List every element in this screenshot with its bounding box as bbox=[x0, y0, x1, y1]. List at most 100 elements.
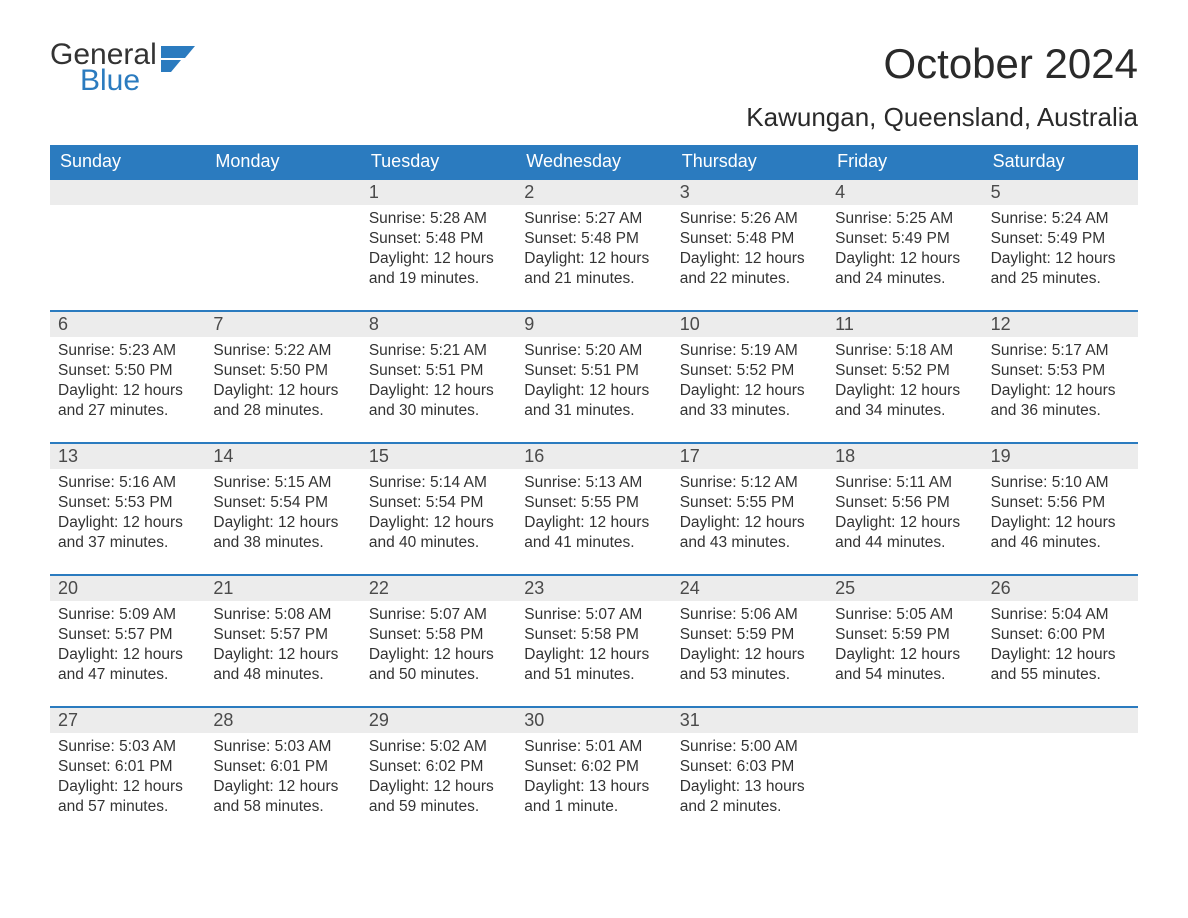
day-cell: 20Sunrise: 5:09 AMSunset: 5:57 PMDayligh… bbox=[50, 576, 205, 686]
day-d1: Daylight: 12 hours bbox=[58, 381, 197, 401]
day-number: 10 bbox=[672, 312, 827, 337]
day-d2: and 31 minutes. bbox=[524, 401, 663, 421]
day-d1: Daylight: 12 hours bbox=[524, 645, 663, 665]
day-d1: Daylight: 12 hours bbox=[524, 381, 663, 401]
day-sunset: Sunset: 5:59 PM bbox=[680, 625, 819, 645]
day-sunset: Sunset: 5:54 PM bbox=[213, 493, 352, 513]
day-info: Sunrise: 5:23 AMSunset: 5:50 PMDaylight:… bbox=[50, 337, 205, 422]
day-info: Sunrise: 5:05 AMSunset: 5:59 PMDaylight:… bbox=[827, 601, 982, 686]
weekday-header: Friday bbox=[827, 145, 982, 178]
day-number: 12 bbox=[983, 312, 1138, 337]
day-cell: 2Sunrise: 5:27 AMSunset: 5:48 PMDaylight… bbox=[516, 180, 671, 290]
day-d2: and 41 minutes. bbox=[524, 533, 663, 553]
day-d1: Daylight: 12 hours bbox=[213, 381, 352, 401]
day-sunset: Sunset: 5:51 PM bbox=[524, 361, 663, 381]
day-d1: Daylight: 12 hours bbox=[680, 381, 819, 401]
day-number: 4 bbox=[827, 180, 982, 205]
day-d2: and 1 minute. bbox=[524, 797, 663, 817]
day-sunrise: Sunrise: 5:01 AM bbox=[524, 737, 663, 757]
day-sunset: Sunset: 5:57 PM bbox=[58, 625, 197, 645]
day-sunset: Sunset: 5:58 PM bbox=[369, 625, 508, 645]
day-sunrise: Sunrise: 5:13 AM bbox=[524, 473, 663, 493]
day-d2: and 22 minutes. bbox=[680, 269, 819, 289]
day-d1: Daylight: 12 hours bbox=[991, 249, 1130, 269]
day-info: Sunrise: 5:14 AMSunset: 5:54 PMDaylight:… bbox=[361, 469, 516, 554]
day-d2: and 54 minutes. bbox=[835, 665, 974, 685]
day-d2: and 55 minutes. bbox=[991, 665, 1130, 685]
day-number: 26 bbox=[983, 576, 1138, 601]
day-sunrise: Sunrise: 5:07 AM bbox=[369, 605, 508, 625]
day-cell bbox=[827, 708, 982, 818]
day-cell: 17Sunrise: 5:12 AMSunset: 5:55 PMDayligh… bbox=[672, 444, 827, 554]
day-d2: and 57 minutes. bbox=[58, 797, 197, 817]
day-number: 16 bbox=[516, 444, 671, 469]
day-info: Sunrise: 5:13 AMSunset: 5:55 PMDaylight:… bbox=[516, 469, 671, 554]
day-cell: 3Sunrise: 5:26 AMSunset: 5:48 PMDaylight… bbox=[672, 180, 827, 290]
week-row: 27Sunrise: 5:03 AMSunset: 6:01 PMDayligh… bbox=[50, 706, 1138, 818]
day-number: 13 bbox=[50, 444, 205, 469]
day-cell: 26Sunrise: 5:04 AMSunset: 6:00 PMDayligh… bbox=[983, 576, 1138, 686]
day-d1: Daylight: 12 hours bbox=[835, 513, 974, 533]
day-cell: 10Sunrise: 5:19 AMSunset: 5:52 PMDayligh… bbox=[672, 312, 827, 422]
weekday-header-row: SundayMondayTuesdayWednesdayThursdayFrid… bbox=[50, 145, 1138, 178]
day-sunset: Sunset: 5:55 PM bbox=[524, 493, 663, 513]
day-sunrise: Sunrise: 5:16 AM bbox=[58, 473, 197, 493]
day-sunset: Sunset: 5:52 PM bbox=[680, 361, 819, 381]
day-cell: 31Sunrise: 5:00 AMSunset: 6:03 PMDayligh… bbox=[672, 708, 827, 818]
day-sunrise: Sunrise: 5:00 AM bbox=[680, 737, 819, 757]
day-d2: and 50 minutes. bbox=[369, 665, 508, 685]
day-d2: and 59 minutes. bbox=[369, 797, 508, 817]
day-d1: Daylight: 12 hours bbox=[835, 381, 974, 401]
week-row: 6Sunrise: 5:23 AMSunset: 5:50 PMDaylight… bbox=[50, 310, 1138, 422]
weekday-header: Saturday bbox=[983, 145, 1138, 178]
day-info: Sunrise: 5:20 AMSunset: 5:51 PMDaylight:… bbox=[516, 337, 671, 422]
weeks-container: 1Sunrise: 5:28 AMSunset: 5:48 PMDaylight… bbox=[50, 178, 1138, 818]
day-d2: and 38 minutes. bbox=[213, 533, 352, 553]
day-number: 5 bbox=[983, 180, 1138, 205]
day-number: 17 bbox=[672, 444, 827, 469]
day-d1: Daylight: 12 hours bbox=[213, 645, 352, 665]
day-d2: and 48 minutes. bbox=[213, 665, 352, 685]
day-number bbox=[983, 708, 1138, 733]
day-sunset: Sunset: 6:01 PM bbox=[213, 757, 352, 777]
day-cell bbox=[983, 708, 1138, 818]
day-number: 14 bbox=[205, 444, 360, 469]
day-info: Sunrise: 5:17 AMSunset: 5:53 PMDaylight:… bbox=[983, 337, 1138, 422]
day-sunset: Sunset: 5:48 PM bbox=[524, 229, 663, 249]
day-d1: Daylight: 12 hours bbox=[680, 645, 819, 665]
week-row: 13Sunrise: 5:16 AMSunset: 5:53 PMDayligh… bbox=[50, 442, 1138, 554]
day-cell: 30Sunrise: 5:01 AMSunset: 6:02 PMDayligh… bbox=[516, 708, 671, 818]
day-cell: 4Sunrise: 5:25 AMSunset: 5:49 PMDaylight… bbox=[827, 180, 982, 290]
day-sunset: Sunset: 6:00 PM bbox=[991, 625, 1130, 645]
day-d2: and 44 minutes. bbox=[835, 533, 974, 553]
day-cell: 5Sunrise: 5:24 AMSunset: 5:49 PMDaylight… bbox=[983, 180, 1138, 290]
day-info: Sunrise: 5:09 AMSunset: 5:57 PMDaylight:… bbox=[50, 601, 205, 686]
day-sunrise: Sunrise: 5:11 AM bbox=[835, 473, 974, 493]
day-sunrise: Sunrise: 5:18 AM bbox=[835, 341, 974, 361]
day-number: 8 bbox=[361, 312, 516, 337]
day-cell: 28Sunrise: 5:03 AMSunset: 6:01 PMDayligh… bbox=[205, 708, 360, 818]
day-d1: Daylight: 13 hours bbox=[680, 777, 819, 797]
day-number bbox=[827, 708, 982, 733]
day-cell: 18Sunrise: 5:11 AMSunset: 5:56 PMDayligh… bbox=[827, 444, 982, 554]
day-cell bbox=[205, 180, 360, 290]
logo-text: General Blue bbox=[50, 40, 157, 96]
day-sunrise: Sunrise: 5:27 AM bbox=[524, 209, 663, 229]
day-sunset: Sunset: 5:49 PM bbox=[991, 229, 1130, 249]
day-sunset: Sunset: 5:48 PM bbox=[369, 229, 508, 249]
day-sunrise: Sunrise: 5:25 AM bbox=[835, 209, 974, 229]
day-d1: Daylight: 12 hours bbox=[369, 249, 508, 269]
day-info: Sunrise: 5:16 AMSunset: 5:53 PMDaylight:… bbox=[50, 469, 205, 554]
day-info: Sunrise: 5:15 AMSunset: 5:54 PMDaylight:… bbox=[205, 469, 360, 554]
day-number: 19 bbox=[983, 444, 1138, 469]
day-number: 1 bbox=[361, 180, 516, 205]
day-info: Sunrise: 5:07 AMSunset: 5:58 PMDaylight:… bbox=[516, 601, 671, 686]
day-d1: Daylight: 12 hours bbox=[213, 513, 352, 533]
day-info: Sunrise: 5:19 AMSunset: 5:52 PMDaylight:… bbox=[672, 337, 827, 422]
day-sunset: Sunset: 6:02 PM bbox=[369, 757, 508, 777]
day-number: 9 bbox=[516, 312, 671, 337]
day-d2: and 28 minutes. bbox=[213, 401, 352, 421]
day-d2: and 21 minutes. bbox=[524, 269, 663, 289]
location-subtitle: Kawungan, Queensland, Australia bbox=[746, 102, 1138, 133]
day-number: 28 bbox=[205, 708, 360, 733]
